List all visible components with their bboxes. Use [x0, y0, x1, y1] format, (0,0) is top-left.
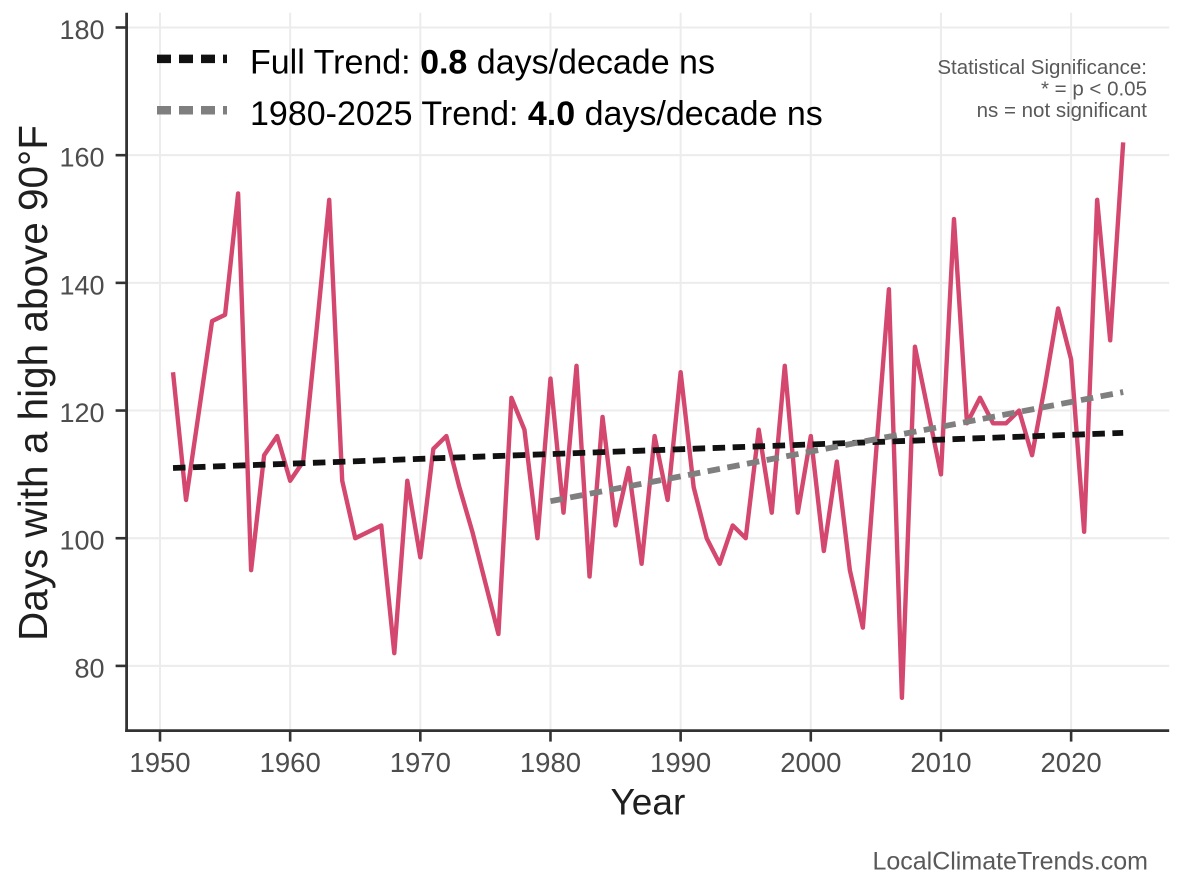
significance-annotation: Statistical Significance:* = p < 0.05ns …: [937, 56, 1147, 122]
x-tick-label: 1990: [650, 747, 711, 778]
data-series: [170, 142, 1126, 701]
legend-recent-trend-label: 1980-2025 Trend: 4.0 days/decade ns: [250, 95, 823, 133]
y-tick-label: 160: [59, 143, 104, 173]
y-tick-label: 120: [59, 398, 104, 428]
annotation-line: ns = not significant: [977, 99, 1148, 122]
x-tick-label: 1980: [520, 747, 581, 778]
full-trend-line: [172, 429, 1124, 471]
x-tick-label: 1960: [260, 747, 321, 778]
annotation-line: Statistical Significance:: [937, 56, 1147, 79]
x-tick-label: 1950: [129, 747, 190, 778]
x-tick-label: 2000: [780, 747, 841, 778]
watermark: LocalClimateTrends.com: [872, 848, 1148, 876]
y-tick-label: 180: [59, 15, 104, 45]
y-tick-label: 140: [59, 270, 104, 300]
trend-lines: [172, 389, 1124, 505]
tick-labels: 80 100 120 140 160 180 1950 1960 1970 1980 1990 200…: [59, 15, 1101, 778]
x-tick-label: 2020: [1041, 747, 1102, 778]
recent-trend-line: [549, 389, 1124, 505]
y-tick-label: 80: [74, 653, 104, 683]
legend-full-trend-label: Full Trend: 0.8 days/decade ns: [250, 44, 715, 82]
x-tick-label: 1970: [390, 747, 451, 778]
y-tick-label: 100: [59, 526, 104, 556]
legend: Full Trend: 0.8 days/decade ns 1980-2025 …: [157, 44, 823, 133]
x-tick-label: 2010: [910, 747, 971, 778]
y-axis-title: Days with a high above 90°F: [10, 125, 56, 641]
axes: [115, 12, 1170, 742]
observed-days-line: [170, 142, 1126, 701]
annotation-line: * = p < 0.05: [1041, 78, 1147, 101]
x-axis-title: Year: [611, 782, 686, 823]
